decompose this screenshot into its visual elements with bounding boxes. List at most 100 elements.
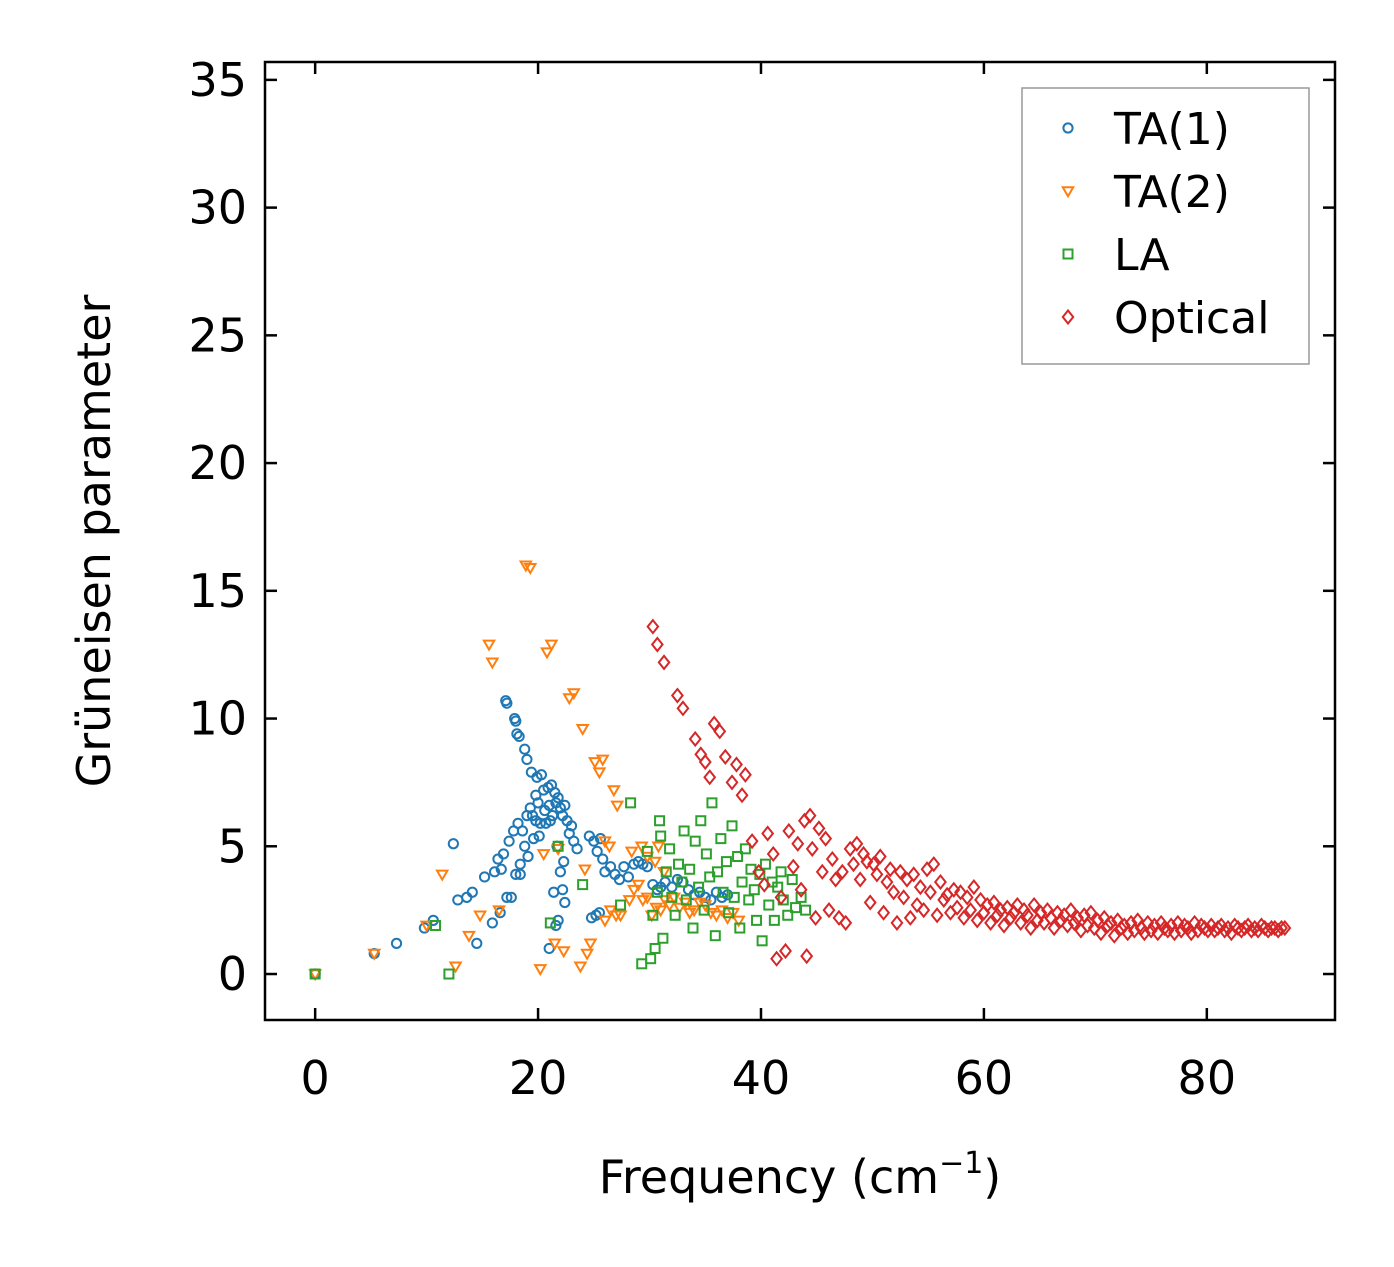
data-point	[657, 932, 669, 944]
data-point	[709, 930, 721, 942]
data-point	[528, 833, 540, 845]
data-point	[588, 835, 600, 847]
legend-label: TA(1)	[1113, 104, 1230, 155]
data-point	[514, 858, 526, 870]
data-point	[1238, 919, 1252, 937]
data-point	[825, 850, 839, 868]
data-point	[523, 563, 538, 576]
data-point	[618, 861, 630, 873]
data-point	[1084, 904, 1098, 921]
data-point	[1104, 914, 1118, 932]
data-point	[1091, 912, 1105, 929]
data-point	[847, 856, 860, 873]
data-point	[516, 825, 529, 837]
data-point	[522, 850, 534, 863]
data-point	[666, 891, 678, 903]
data-point	[770, 950, 784, 967]
data-point	[1251, 922, 1265, 939]
data-point	[829, 871, 843, 888]
data-point	[575, 723, 590, 736]
legend-label: Optical	[1114, 293, 1269, 344]
data-point	[1157, 919, 1171, 937]
data-point	[672, 902, 687, 915]
series-LA	[309, 797, 812, 980]
data-point	[1010, 896, 1024, 914]
data-point	[664, 843, 676, 855]
data-point	[649, 942, 661, 954]
data-point	[514, 868, 526, 880]
data-point	[648, 856, 663, 869]
data-point	[917, 902, 931, 919]
data-point	[510, 868, 522, 880]
data-point	[676, 700, 690, 717]
data-point	[645, 953, 657, 965]
data-point	[1271, 922, 1285, 939]
data-point	[552, 792, 564, 804]
data-point	[731, 915, 746, 928]
data-point	[877, 904, 891, 921]
data-point	[533, 830, 545, 842]
data-point	[626, 884, 641, 897]
data-point	[654, 815, 666, 827]
data-point	[559, 896, 571, 909]
data-point	[535, 769, 548, 781]
data-point	[756, 935, 768, 947]
data-point	[873, 848, 887, 865]
data-point	[763, 899, 775, 911]
data-point	[587, 757, 602, 770]
data-point	[544, 639, 559, 652]
data-point	[521, 753, 533, 766]
data-point	[552, 840, 564, 852]
data-point	[734, 922, 746, 934]
legend-marker	[1061, 308, 1075, 326]
data-point	[610, 800, 625, 813]
data-point	[540, 647, 554, 660]
data-point	[660, 866, 672, 878]
data-point	[670, 687, 684, 704]
data-point	[518, 560, 533, 573]
data-point	[519, 743, 531, 755]
series-Optical	[646, 618, 1292, 967]
data-point	[495, 863, 507, 875]
legend: TA(1) TA(2) LA Optical	[1021, 87, 1310, 365]
data-point	[580, 948, 595, 961]
data-point	[547, 938, 562, 951]
data-point	[390, 937, 403, 949]
data-point	[800, 948, 814, 965]
data-point	[812, 820, 826, 837]
data-point	[883, 861, 897, 878]
data-point	[795, 891, 807, 903]
data-point	[748, 884, 760, 896]
legend-item: Optical	[1061, 293, 1269, 344]
plot-area	[308, 560, 1292, 982]
data-point	[732, 851, 744, 863]
x-tick-label: 40	[732, 1051, 791, 1105]
data-point	[367, 948, 382, 961]
data-point	[1047, 919, 1061, 937]
data-point	[594, 833, 607, 845]
data-point	[430, 919, 442, 931]
data-point	[720, 856, 732, 868]
data-point	[1248, 919, 1262, 937]
data-point	[554, 866, 566, 878]
data-point	[860, 853, 874, 870]
data-point	[782, 909, 794, 921]
data-point	[1061, 917, 1074, 934]
data-point	[443, 968, 455, 980]
x-tick-label: 20	[509, 1051, 568, 1105]
legend-marker	[1062, 122, 1074, 134]
data-point	[577, 879, 589, 891]
data-point	[967, 879, 981, 896]
data-point	[1137, 925, 1151, 942]
data-point	[647, 909, 659, 921]
data-point	[698, 904, 710, 916]
data-point	[1198, 919, 1212, 937]
data-point	[706, 797, 718, 809]
data-point	[571, 843, 583, 855]
legend-label: TA(2)	[1113, 167, 1230, 218]
data-point	[1168, 925, 1181, 942]
data-point	[880, 873, 894, 891]
data-point	[583, 938, 598, 951]
data-point	[717, 886, 729, 898]
data-point	[591, 845, 603, 857]
